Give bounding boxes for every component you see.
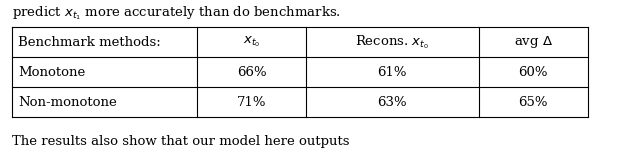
Text: 66%: 66% [237,66,266,78]
Text: avg $\Delta$: avg $\Delta$ [514,34,552,50]
Text: $x_{t_0}$: $x_{t_0}$ [243,35,260,49]
Text: 61%: 61% [378,66,407,78]
Text: Recons. $x_{t_0}$: Recons. $x_{t_0}$ [355,33,429,51]
Text: Non-monotone: Non-monotone [18,96,116,108]
Text: predict $x_{t_1}$ more accurately than do benchmarks.: predict $x_{t_1}$ more accurately than d… [12,4,340,22]
Text: The results also show that our model here outputs: The results also show that our model her… [12,135,349,148]
Text: Monotone: Monotone [18,66,85,78]
Text: Benchmark methods:: Benchmark methods: [18,36,161,48]
Text: 63%: 63% [378,96,407,108]
Text: 60%: 60% [518,66,548,78]
Text: 71%: 71% [237,96,266,108]
Text: 65%: 65% [518,96,548,108]
